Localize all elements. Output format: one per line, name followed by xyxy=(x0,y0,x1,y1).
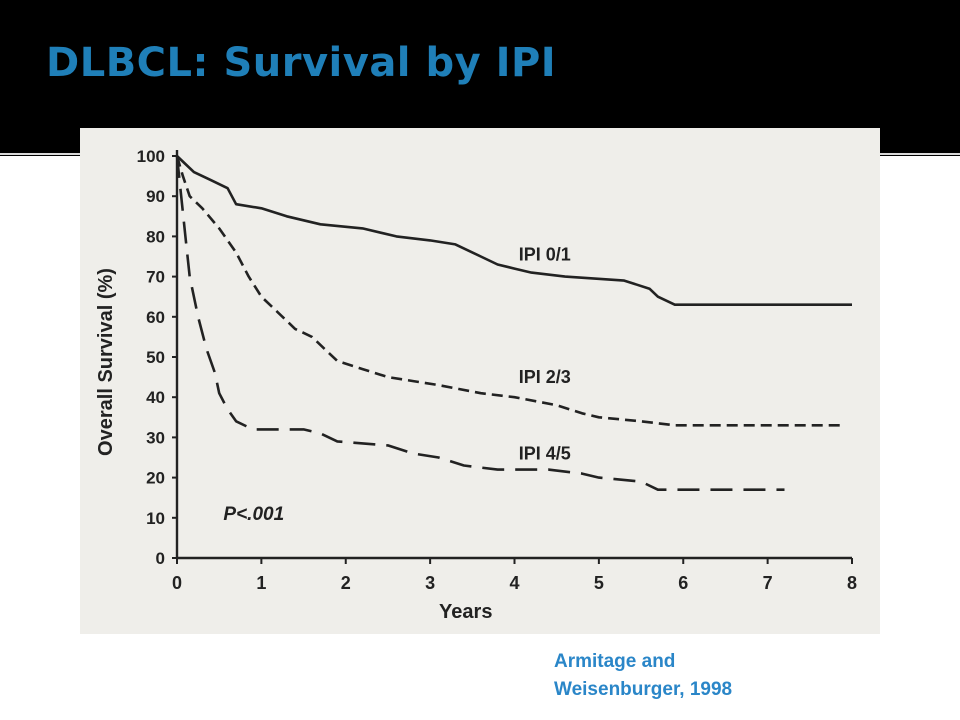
series-label-2: IPI 2/3 xyxy=(519,367,571,387)
p-value-annotation: P<.001 xyxy=(223,504,284,525)
title-rule-right xyxy=(880,153,960,155)
x-tick-label: 5 xyxy=(594,573,604,593)
series-line-1 xyxy=(176,155,852,306)
citation-line-1: Armitage and xyxy=(554,651,676,672)
y-tick-label: 60 xyxy=(146,308,165,327)
y-tick-label: 0 xyxy=(156,549,165,568)
title-bar: DLBCL: Survival by IPI xyxy=(0,0,960,150)
x-tick-label: 7 xyxy=(763,573,773,593)
axes xyxy=(172,150,853,564)
x-tick-label: 8 xyxy=(847,573,857,593)
series-label-1: IPI 0/1 xyxy=(519,245,571,265)
x-tick-label: 4 xyxy=(509,573,519,593)
y-tick-label: 80 xyxy=(146,227,165,246)
slide-title: DLBCL: Survival by IPI xyxy=(46,40,557,86)
y-axis-title: Overall Survival (%) xyxy=(95,268,117,456)
y-tick-label: 30 xyxy=(146,428,165,447)
citation-line-2: Weisenburger, 1998 xyxy=(554,679,733,700)
chart-labels: 0 10 20 30 40 50 60 70 80 90 100 0 1 2 3 4 5 6 7 8 Years Over… xyxy=(95,147,857,623)
series-line-2 xyxy=(175,155,844,427)
y-tick-label: 90 xyxy=(146,187,165,206)
x-tick-label: 3 xyxy=(425,573,435,593)
series-label-3: IPI 4/5 xyxy=(519,444,571,464)
x-tick-label: 1 xyxy=(256,573,266,593)
x-tick-label: 0 xyxy=(172,573,182,593)
x-tick-label: 2 xyxy=(341,573,351,593)
x-axis-title: Years xyxy=(439,601,492,623)
survival-chart: 0 10 20 30 40 50 60 70 80 90 100 0 1 2 3 4 5 6 7 8 Years Over… xyxy=(80,128,880,634)
series-line-3 xyxy=(175,155,785,491)
y-tick-label: 70 xyxy=(146,268,165,287)
citation: Armitage and Weisenburger, 1998 xyxy=(554,648,874,704)
title-rule-left xyxy=(0,153,80,155)
y-tick-label: 40 xyxy=(146,388,165,407)
y-tick-label: 100 xyxy=(137,147,165,166)
x-tick-label: 6 xyxy=(678,573,688,593)
series-lines xyxy=(175,155,852,491)
survival-chart-svg: 0 10 20 30 40 50 60 70 80 90 100 0 1 2 3 4 5 6 7 8 Years Over… xyxy=(95,147,857,623)
y-tick-label: 50 xyxy=(146,348,165,367)
y-tick-label: 10 xyxy=(146,509,165,528)
y-tick-label: 20 xyxy=(146,469,165,488)
